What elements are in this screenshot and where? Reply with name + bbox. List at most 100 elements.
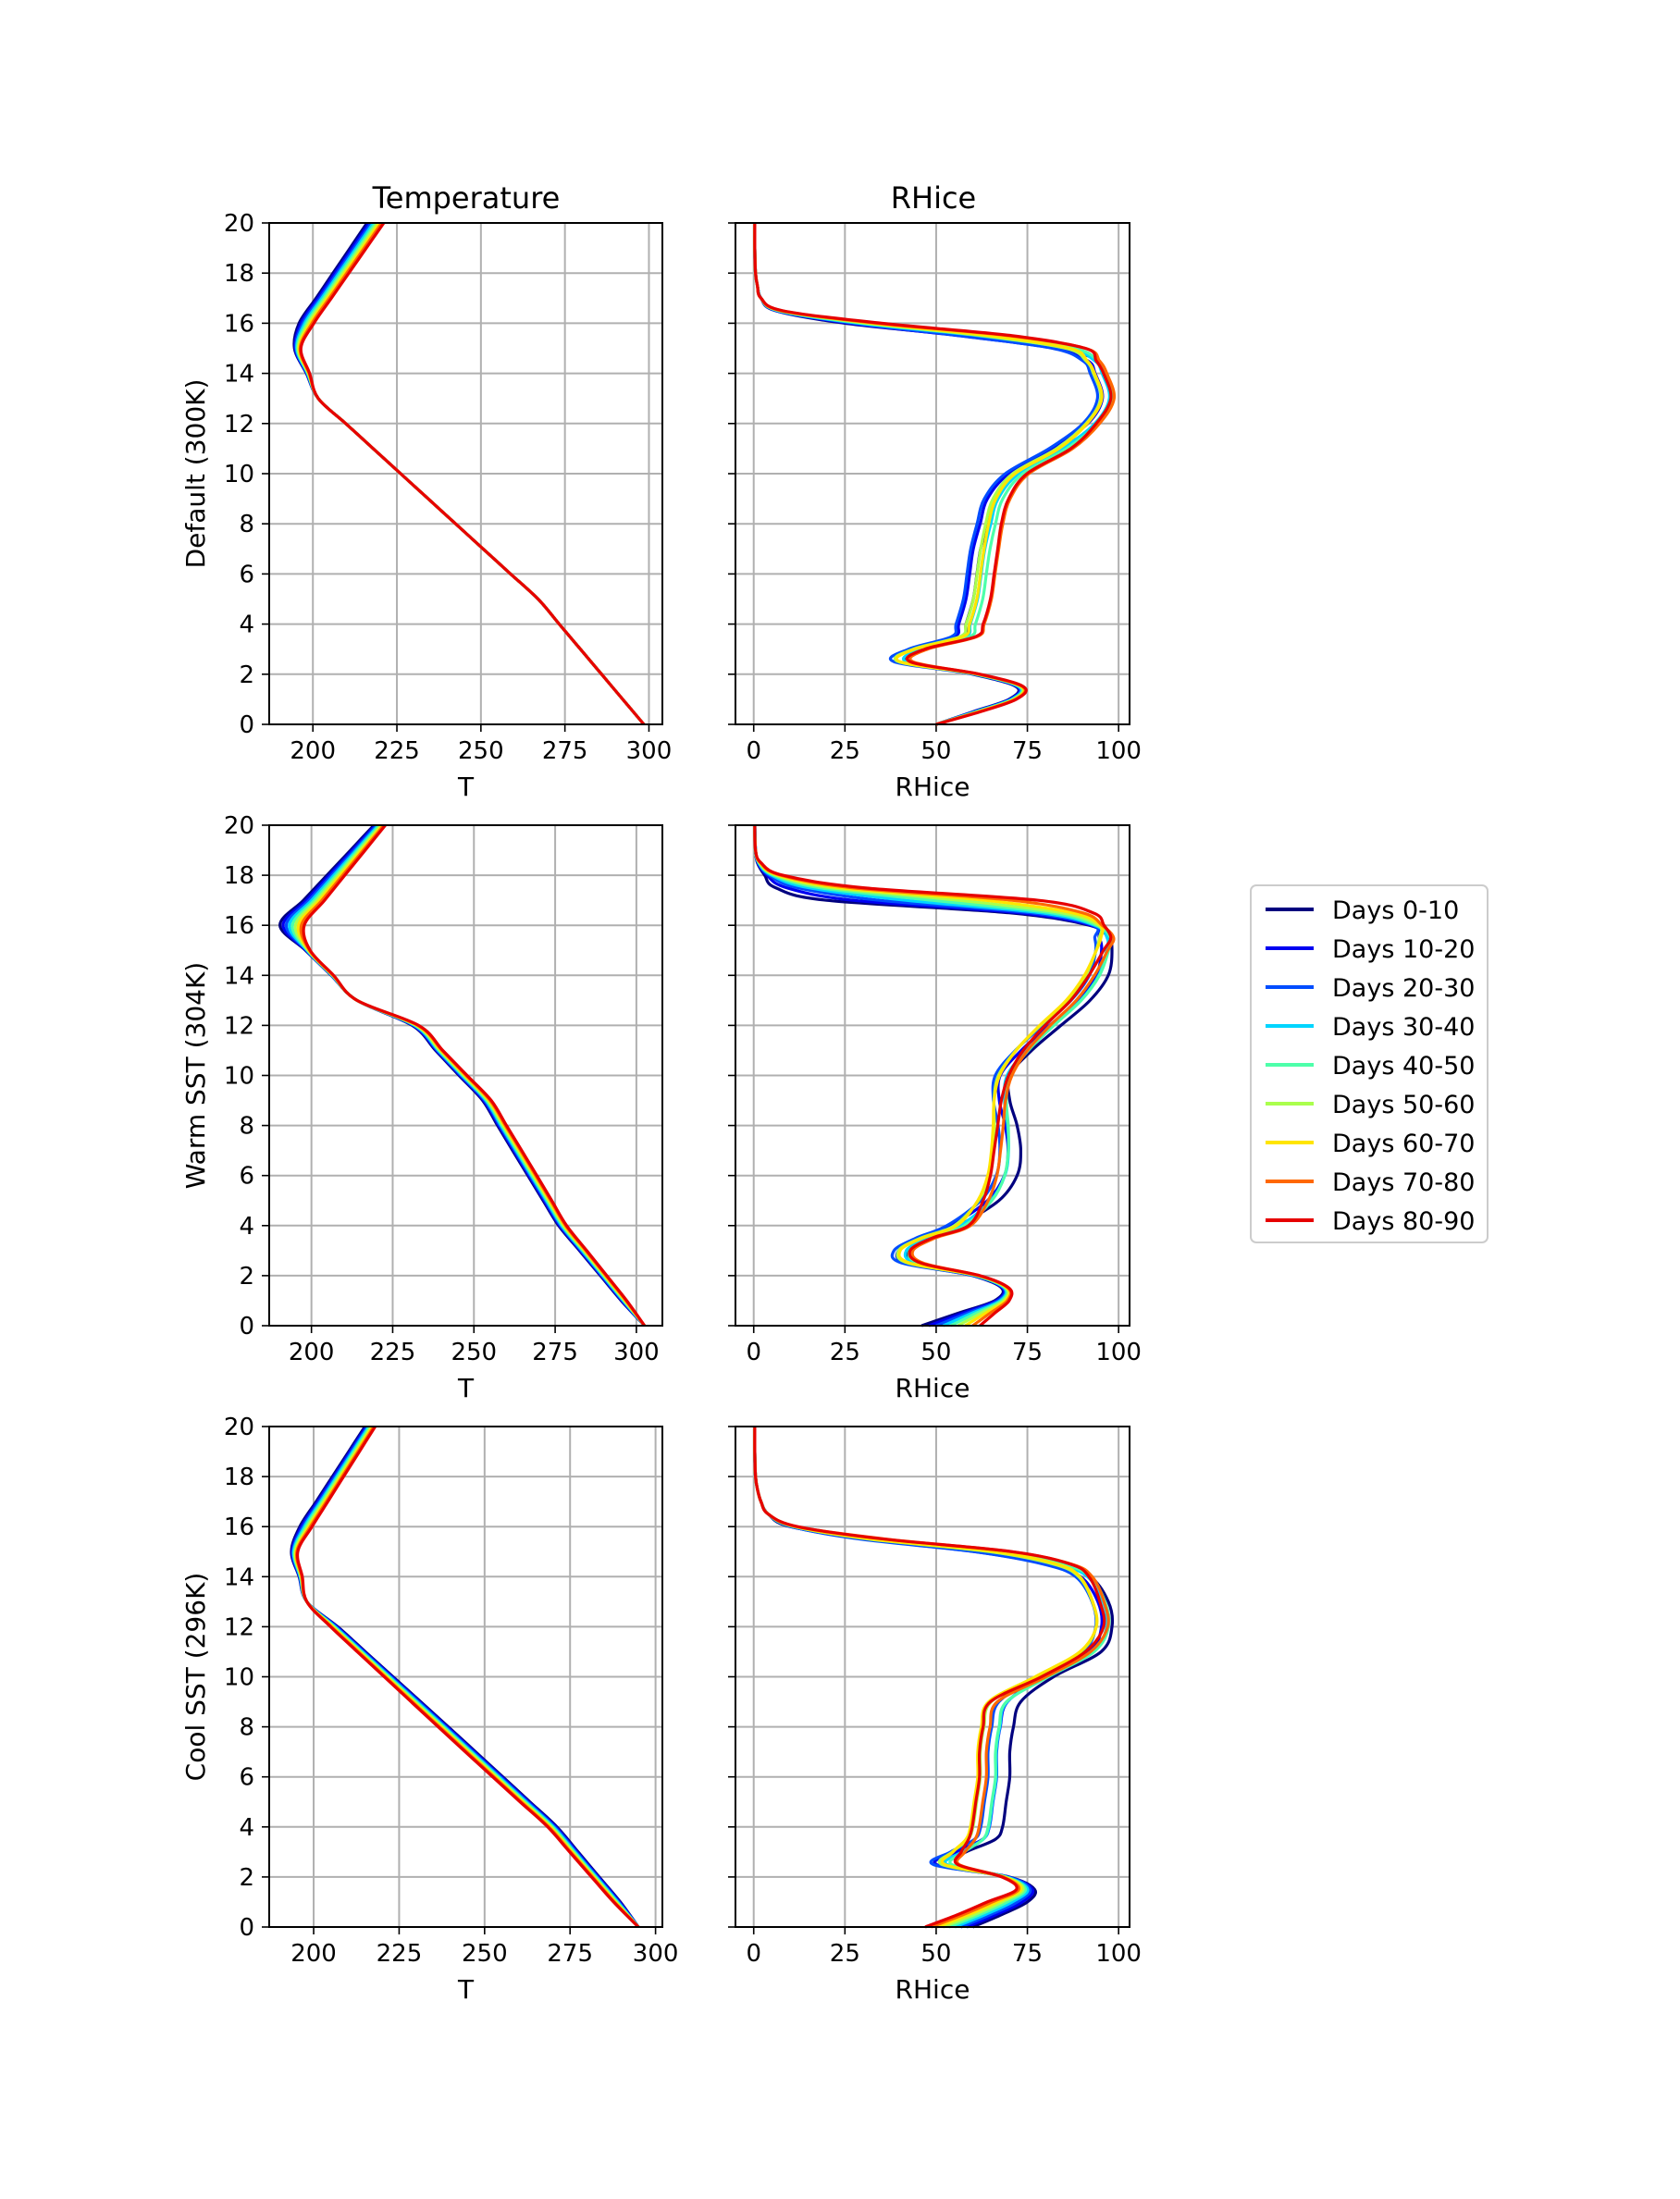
- x-tick-label: 300: [613, 1339, 660, 1366]
- x-tick-label: 225: [370, 1339, 416, 1366]
- x-tick-label: 25: [830, 737, 860, 765]
- y-tick-label: 4: [239, 1213, 254, 1241]
- x-tick-label: 225: [374, 737, 420, 765]
- y-tick-label: 12: [224, 1012, 254, 1040]
- panel-cool-rhice: 0 25 50 75 100 RHice: [728, 1426, 1142, 2005]
- y-tick-label: 6: [239, 561, 254, 588]
- y-tick-label: 16: [224, 1513, 254, 1541]
- legend-label: Days 70-80: [1332, 1168, 1475, 1197]
- y-tick-label: 20: [224, 1414, 254, 1441]
- x-tick-label: 200: [290, 737, 336, 765]
- x-tick-label: 275: [542, 737, 588, 765]
- y-axis-label: Default (300K): [180, 379, 211, 569]
- axes-frame: [268, 222, 663, 725]
- legend-label: Days 60-70: [1332, 1130, 1475, 1158]
- y-tick-label: 18: [224, 1464, 254, 1491]
- y-tick-label: 10: [224, 1063, 254, 1091]
- y-tick-label: 0: [239, 1914, 254, 1942]
- y-tick-label: 0: [239, 1313, 254, 1340]
- legend-frame: [1250, 884, 1489, 1243]
- x-tick-label: 25: [830, 1940, 860, 1968]
- series-line-days-80-90: [299, 222, 646, 726]
- rhice-column-title: RHice: [891, 180, 976, 216]
- y-axis-label: Warm SST (304K): [180, 962, 211, 1189]
- y-tick-label: 4: [239, 612, 254, 639]
- x-tick-label: 100: [1095, 1339, 1142, 1366]
- x-axis-label: T: [457, 1974, 475, 2005]
- x-tick-label: 225: [377, 1940, 423, 1968]
- y-tick-label: 6: [239, 1163, 254, 1191]
- x-tick-label: 200: [289, 1339, 335, 1366]
- y-tick-label: 16: [224, 912, 254, 940]
- x-axis-label: RHice: [896, 1373, 970, 1403]
- panel-default-rhice: 0 25 50 75 100 RHice: [728, 222, 1142, 802]
- x-tick-label: 300: [626, 737, 673, 765]
- panel-default-temperature: 200 225 250 275 300 0 2 4 6 8 10 12 14 16 18 20 T Default…: [180, 210, 672, 802]
- legend-label: Days 20-30: [1332, 974, 1475, 1003]
- axes-frame: [735, 824, 1130, 1327]
- legend-label: Days 80-90: [1332, 1207, 1475, 1236]
- axes-frame: [735, 222, 1130, 725]
- y-tick-label: 16: [224, 310, 254, 338]
- x-tick-label: 50: [920, 1339, 951, 1366]
- panel-warm-temperature: 200 225 250 275 300 0 2 4 6 8 10 12 14 16 18 20 T Warm SS…: [180, 812, 663, 1403]
- x-tick-label: 0: [746, 1940, 761, 1968]
- series-line-days-80-90: [302, 823, 647, 1327]
- y-axis-label: Cool SST (296K): [180, 1573, 211, 1782]
- legend: Days 0-10 Days 10-20 Days 20-30 Days 30-40 D…: [1250, 884, 1489, 1243]
- x-tick-label: 50: [920, 737, 951, 765]
- y-tick-label: 20: [224, 210, 254, 238]
- axes-frame: [268, 824, 663, 1327]
- y-tick-label: 14: [224, 962, 254, 990]
- panel-cool-temperature: 200 225 250 275 300 0 2 4 6 8 10 12 14 16 18 20 T Cool SS…: [180, 1414, 678, 2005]
- y-tick-label: 10: [224, 461, 254, 488]
- axes-frame: [268, 1426, 663, 1928]
- y-tick-label: 6: [239, 1764, 254, 1792]
- y-tick-label: 8: [239, 1113, 254, 1141]
- legend-label: Days 30-40: [1332, 1013, 1475, 1042]
- legend-label: Days 40-50: [1332, 1052, 1475, 1081]
- series-line-days-80-90: [295, 1426, 640, 1929]
- x-tick-label: 250: [458, 737, 504, 765]
- y-tick-label: 18: [224, 260, 254, 288]
- y-tick-label: 12: [224, 411, 254, 439]
- x-tick-label: 25: [830, 1339, 860, 1366]
- x-axis-label: T: [457, 1373, 475, 1403]
- series-line-days-80-90: [753, 222, 1113, 726]
- x-tick-label: 75: [1012, 1339, 1043, 1366]
- axes-frame: [735, 1426, 1130, 1928]
- y-tick-label: 2: [239, 1864, 254, 1892]
- y-tick-label: 2: [239, 661, 254, 689]
- x-axis-label: T: [457, 772, 475, 802]
- x-tick-label: 100: [1095, 1940, 1142, 1968]
- y-tick-label: 18: [224, 862, 254, 890]
- y-tick-label: 8: [239, 511, 254, 538]
- x-tick-label: 0: [746, 1339, 761, 1366]
- y-tick-label: 10: [224, 1664, 254, 1692]
- x-axis-label: RHice: [896, 1974, 970, 2005]
- y-tick-label: 0: [239, 711, 254, 739]
- legend-label: Days 10-20: [1332, 935, 1475, 964]
- x-tick-label: 100: [1095, 737, 1142, 765]
- series-line-days-80-90: [753, 1426, 1106, 1929]
- x-tick-label: 275: [532, 1339, 578, 1366]
- y-tick-label: 2: [239, 1263, 254, 1291]
- legend-label: Days 0-10: [1332, 896, 1459, 925]
- x-tick-label: 275: [547, 1940, 593, 1968]
- x-tick-label: 250: [451, 1339, 497, 1366]
- x-tick-label: 250: [462, 1940, 508, 1968]
- y-tick-label: 14: [224, 361, 254, 389]
- panel-warm-rhice: 0 25 50 75 100 RHice: [728, 824, 1142, 1403]
- x-tick-label: 300: [633, 1940, 679, 1968]
- x-tick-label: 200: [290, 1940, 337, 1968]
- x-tick-label: 50: [920, 1940, 951, 1968]
- temperature-column-title: Temperature: [372, 180, 561, 216]
- legend-label: Days 50-60: [1332, 1091, 1475, 1119]
- series-line-days-80-90: [753, 824, 1113, 1328]
- x-axis-label: RHice: [896, 772, 970, 802]
- y-tick-label: 14: [224, 1563, 254, 1591]
- y-tick-label: 4: [239, 1814, 254, 1842]
- y-tick-label: 20: [224, 812, 254, 840]
- y-tick-label: 8: [239, 1714, 254, 1742]
